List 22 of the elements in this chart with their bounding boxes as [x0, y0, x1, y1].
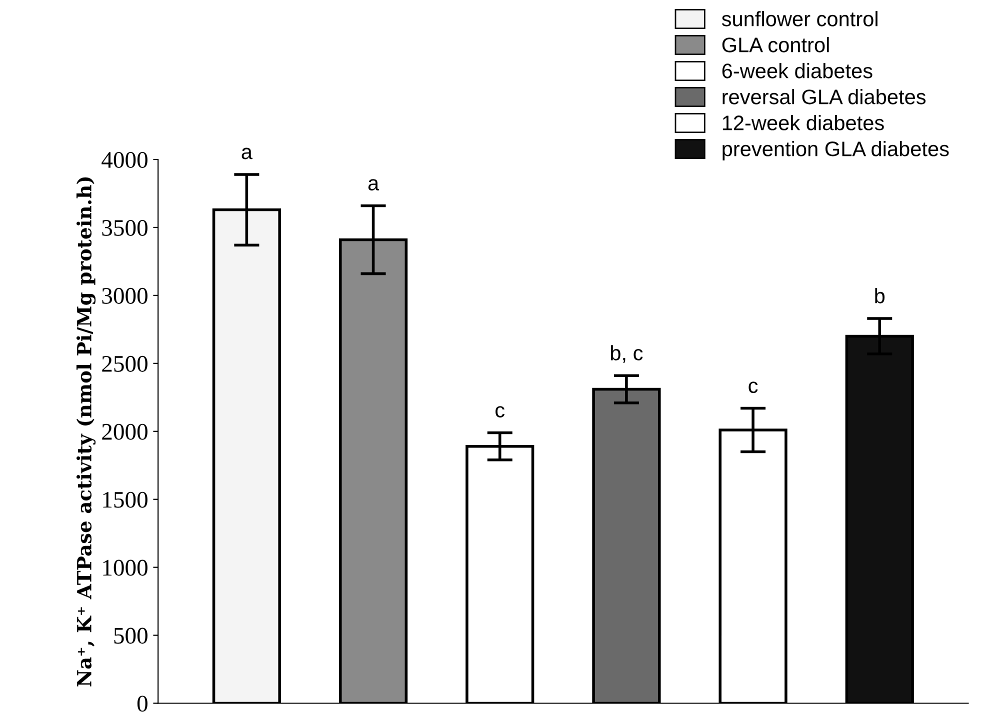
legend-label: 6-week diabetes	[722, 63, 872, 78]
legend-label: reversal GLA diabetes	[722, 89, 926, 104]
data-label: c	[748, 382, 758, 394]
legend-label: 12-week diabetes	[722, 115, 884, 130]
y-tick-label: 4000	[102, 152, 148, 168]
data-label: b	[875, 288, 885, 304]
y-tick-label: 1000	[103, 560, 148, 576]
y-tick-label: 1500	[103, 492, 148, 508]
y-tick-label: 2000	[102, 424, 148, 440]
legend-label: GLA control	[722, 37, 829, 52]
data-label: c	[496, 406, 505, 418]
data-label: b, c	[611, 345, 643, 363]
y-tick-label: 0	[137, 696, 148, 712]
y-tick-label: 2500	[102, 356, 148, 372]
legend-label: sunflower control	[722, 11, 878, 26]
data-label: a	[242, 148, 252, 160]
legend-label: prevention GLA diabetes	[722, 140, 949, 160]
y-axis-title: Na⁺, K⁺ ATPase activity (nmol Pi/Mg protein.h)	[76, 177, 96, 686]
y-tick-label: 3500	[102, 220, 148, 236]
y-tick-label: 500	[114, 628, 148, 644]
y-tick-label: 3000	[102, 288, 148, 304]
data-label: a	[368, 179, 380, 190]
